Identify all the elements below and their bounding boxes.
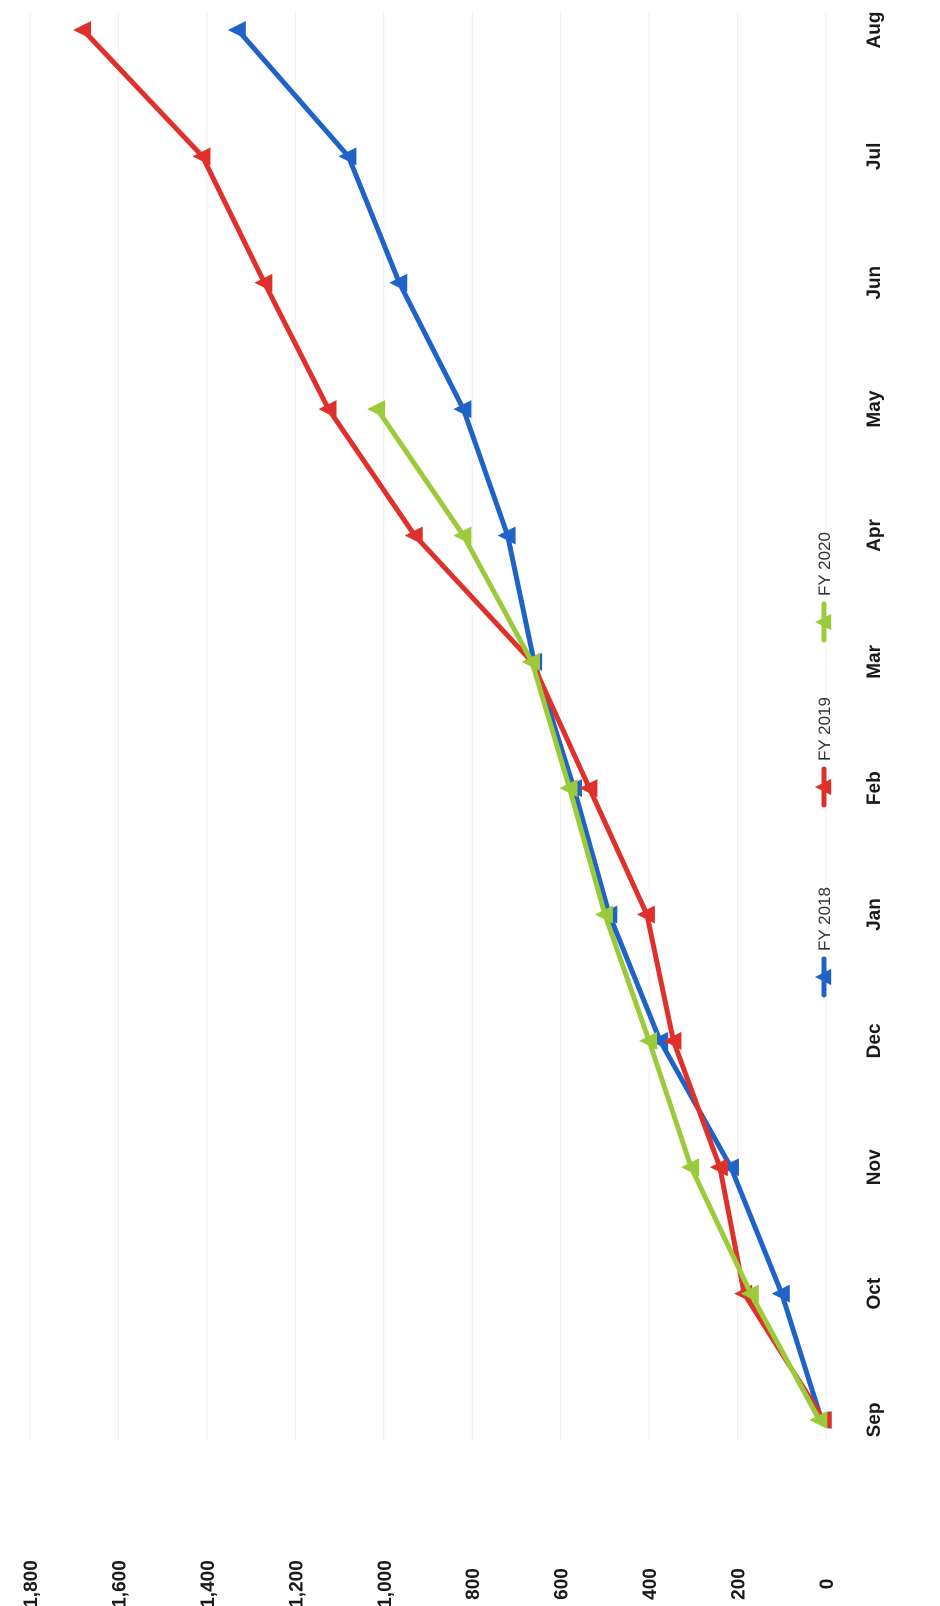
data-point xyxy=(636,905,655,924)
x-axis: Sep Oct Nov Dec Jan Feb Mar Apr May Jun Jul Aug xyxy=(864,12,885,1438)
x-tick-label: Feb xyxy=(864,771,885,805)
x-tick-label: Apr xyxy=(864,518,885,551)
x-tick-label: Nov xyxy=(864,1149,885,1185)
data-point xyxy=(389,273,408,292)
legend-item: FY 2018 xyxy=(815,887,834,998)
y-tick-label: 1,400 xyxy=(198,1560,219,1606)
y-tick-label: 600 xyxy=(552,1568,573,1600)
data-point xyxy=(227,21,246,39)
y-tick-label: 1,000 xyxy=(375,1560,396,1606)
data-point xyxy=(639,1031,658,1050)
data-point xyxy=(318,400,337,419)
x-tick-label: May xyxy=(864,390,885,427)
legend-label: FY 2019 xyxy=(815,697,834,761)
x-tick-label: Jul xyxy=(864,143,885,170)
x-tick-label: Jun xyxy=(864,266,885,300)
data-point xyxy=(192,147,211,166)
data-point xyxy=(404,526,423,545)
x-tick-label: Sep xyxy=(864,1403,885,1438)
data-point xyxy=(367,400,386,419)
series-fy-2018 xyxy=(227,21,830,1429)
data-point xyxy=(809,1411,828,1429)
data-point xyxy=(579,779,598,798)
legend-marker xyxy=(815,968,832,986)
data-point xyxy=(73,21,92,39)
data-point xyxy=(521,652,540,671)
data-point xyxy=(650,1031,669,1050)
y-tick-label: 1,800 xyxy=(21,1560,42,1606)
y-tick-label: 1,600 xyxy=(109,1560,130,1606)
x-tick-label: Mar xyxy=(864,644,885,678)
plot-area xyxy=(73,21,832,1429)
legend-label: FY 2018 xyxy=(815,887,834,951)
data-point xyxy=(453,526,472,545)
grid xyxy=(29,12,827,1440)
y-tick-label: 400 xyxy=(640,1568,661,1600)
data-point xyxy=(681,1158,700,1177)
legend-marker xyxy=(815,613,832,631)
x-tick-label: Oct xyxy=(864,1277,885,1309)
series-fy-2020 xyxy=(367,400,828,1429)
data-point xyxy=(663,1031,682,1050)
series-line xyxy=(80,27,827,1423)
y-axis: 0 200 400 600 800 1,000 1,200 1,400 1,600 1,800 xyxy=(21,1560,838,1606)
data-point xyxy=(740,1284,759,1303)
series-fy-2019 xyxy=(73,21,832,1429)
y-tick-label: 1,200 xyxy=(286,1560,307,1606)
y-tick-label: 200 xyxy=(729,1568,750,1600)
legend-marker xyxy=(815,778,832,796)
data-point xyxy=(453,400,472,419)
legend: FY 2018 FY 2019 FY 2020 xyxy=(815,532,834,998)
data-point xyxy=(254,273,273,292)
x-tick-label: Dec xyxy=(864,1023,885,1058)
series-line xyxy=(235,27,825,1423)
data-point xyxy=(594,905,613,924)
data-point xyxy=(338,147,357,166)
data-point xyxy=(497,526,516,545)
data-point xyxy=(771,1284,790,1303)
y-tick-label: 800 xyxy=(463,1568,484,1600)
y-tick-label: 0 xyxy=(817,1579,838,1590)
legend-item: FY 2019 xyxy=(815,697,834,808)
x-tick-label: Jan xyxy=(864,898,885,931)
data-point xyxy=(720,1158,739,1177)
legend-label: FY 2020 xyxy=(815,532,834,596)
data-point xyxy=(559,779,578,798)
x-tick-label: Aug xyxy=(864,12,885,49)
legend-item: FY 2020 xyxy=(815,532,834,643)
data-point xyxy=(709,1158,728,1177)
